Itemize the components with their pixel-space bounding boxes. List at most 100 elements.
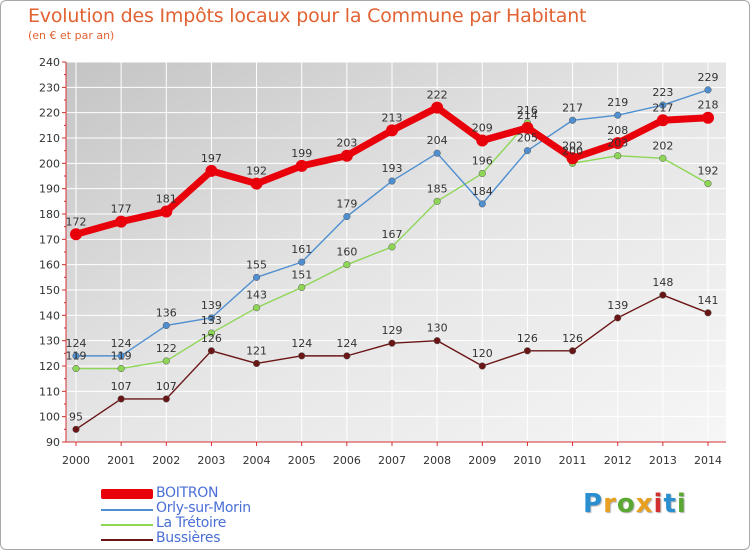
series-bussieres-point [343, 352, 351, 360]
series-boitron-data-label: 208 [607, 124, 628, 137]
series-bussieres-data-label: 126 [517, 332, 538, 345]
series-boitron-data-label: 213 [382, 111, 403, 124]
series-tretoire-data-label: 133 [201, 314, 222, 327]
series-orly-point [253, 273, 261, 281]
series-bussieres-point [523, 347, 531, 355]
logo-letter: i [653, 489, 664, 519]
series-boitron-point [656, 114, 669, 127]
series-orly-point [343, 212, 351, 221]
logo-letter: t [663, 489, 677, 519]
series-tretoire-data-label: 192 [698, 165, 719, 178]
series-tretoire-data-label: 143 [246, 289, 267, 302]
series-orly-data-label: 205 [517, 132, 538, 145]
y-tick-label: 160 [39, 259, 60, 272]
series-orly-point [478, 200, 486, 208]
legend-swatch-orly [101, 509, 153, 511]
y-tick-label: 230 [39, 81, 60, 94]
proxiti-logo: Proxiti [583, 489, 687, 519]
series-bussieres-point [614, 314, 622, 322]
series-bussieres-data-label: 124 [336, 337, 357, 350]
series-boitron-point [70, 228, 82, 241]
y-tick-label: 220 [39, 107, 60, 120]
series-boitron-point [521, 121, 534, 134]
series-boitron-data-label: 222 [427, 89, 448, 102]
series-tretoire-point [253, 304, 261, 312]
x-tick-label: 2004 [243, 454, 271, 467]
series-bussieres-data-label: 139 [607, 299, 628, 312]
y-tick-label: 100 [39, 411, 60, 424]
series-tretoire-data-label: 151 [291, 268, 312, 281]
y-tick-label: 110 [39, 385, 60, 398]
series-boitron-data-label: 218 [698, 99, 719, 112]
series-bussieres-point [433, 337, 441, 345]
x-tick-label: 2000 [62, 454, 90, 467]
series-tretoire-point [298, 283, 306, 292]
x-tick-label: 2014 [694, 454, 722, 467]
x-tick-label: 2001 [107, 454, 135, 467]
series-orly-point [659, 101, 667, 109]
x-tick-label: 2007 [378, 454, 406, 467]
y-tick-label: 180 [39, 208, 60, 221]
x-tick-label: 2012 [604, 454, 632, 467]
series-boitron-point [250, 177, 263, 190]
series-bussieres-data-label: 126 [201, 332, 222, 345]
series-bussieres-data-label: 121 [246, 344, 267, 357]
series-boitron-data-label: 199 [291, 147, 312, 160]
series-orly-point [298, 258, 306, 266]
series-tretoire-point [659, 154, 667, 162]
series-boitron-data-label: 209 [472, 122, 493, 135]
series-tretoire-data-label: 185 [427, 182, 448, 195]
series-tretoire-point [207, 329, 215, 337]
series-orly-point [207, 314, 215, 322]
series-tretoire-point [72, 364, 80, 373]
series-boitron-point [702, 111, 714, 124]
y-tick-label: 190 [39, 183, 60, 196]
series-tretoire-data-label: 200 [562, 144, 583, 157]
x-tick-label: 2008 [423, 454, 451, 467]
series-tretoire-point [162, 357, 170, 365]
series-bussieres-data-label: 95 [69, 410, 83, 423]
series-tretoire-data-label: 202 [652, 139, 673, 152]
series-bussieres-point [162, 395, 170, 403]
series-boitron-data-label: 203 [336, 137, 357, 150]
series-bussieres-data-label: 126 [562, 332, 583, 345]
legend-label-bussieres: Bussières [156, 530, 221, 546]
series-orly-data-label: 139 [201, 299, 222, 312]
series-boitron-point [115, 215, 128, 228]
logo-letter: P [583, 489, 604, 519]
series-tretoire-point [478, 169, 486, 178]
series-orly-point [117, 352, 125, 360]
series-boitron-data-label: 197 [201, 152, 222, 165]
series-bussieres-point [207, 347, 215, 355]
x-tick-label: 2011 [559, 454, 587, 467]
series-orly-data-label: 124 [111, 337, 132, 350]
series-orly-data-label: 124 [66, 337, 87, 350]
series-bussieres-point [478, 362, 486, 370]
series-orly-data-label: 229 [698, 71, 719, 84]
legend-label-orly: Orly-sur-Morin [156, 500, 251, 516]
y-tick-label: 210 [39, 132, 60, 145]
series-orly-point [388, 177, 396, 185]
legend-swatch-bussieres [101, 539, 153, 541]
x-tick-label: 2003 [197, 454, 225, 467]
logo-letter: i [676, 489, 687, 519]
series-orly-data-label: 193 [382, 162, 403, 175]
series-boitron-data-label: 192 [246, 165, 267, 178]
series-bussieres-point [117, 395, 125, 403]
series-bussieres-data-label: 120 [472, 347, 493, 360]
series-boitron-data-label: 214 [517, 109, 538, 122]
series-orly-data-label: 179 [336, 198, 357, 211]
series-tretoire-data-label: 203 [607, 137, 628, 150]
legend-label-tretoire: La Trétoire [156, 515, 227, 531]
y-tick-label: 170 [39, 233, 60, 246]
series-tretoire-data-label: 196 [472, 154, 493, 167]
legend-swatch-tretoire [101, 524, 153, 526]
series-tretoire-data-label: 216 [517, 104, 538, 117]
series-boitron-point [611, 137, 624, 150]
y-tick-label: 120 [39, 360, 60, 373]
chart-title: Evolution des Impôts locaux pour la Comm… [28, 5, 587, 27]
series-tretoire-point [117, 364, 125, 373]
series-bussieres-point [253, 359, 261, 368]
